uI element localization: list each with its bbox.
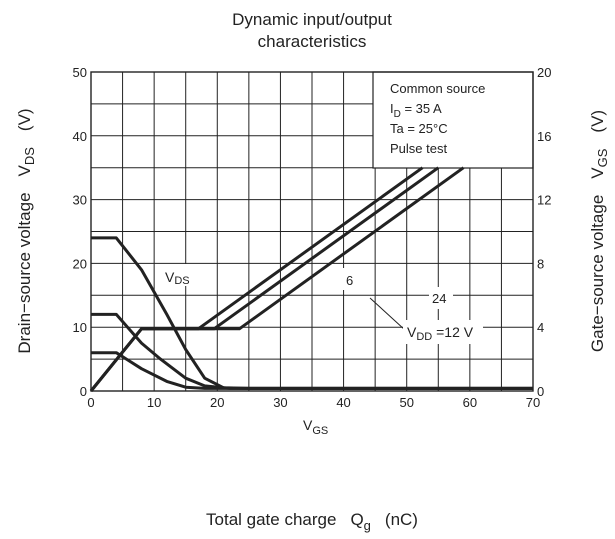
- chart-title-line-2: characteristics: [258, 32, 367, 51]
- right-tick-label: 8: [537, 256, 544, 271]
- vgs-label-bg: [297, 411, 347, 433]
- vds-label-bg: [158, 264, 206, 286]
- left-tick-label: 30: [73, 193, 87, 208]
- conditions-line-3: Ta = 25°C: [390, 121, 448, 136]
- six-label-bg: [342, 268, 364, 290]
- x-tick-labels: 0 10 20 30 40 50 60 70: [87, 395, 540, 410]
- x-tick-label: 50: [399, 395, 413, 410]
- vgs-curve-3: [89, 166, 424, 392]
- x-tick-label: 20: [210, 395, 224, 410]
- conditions-line-4: Pulse test: [390, 141, 447, 156]
- left-tick-label: 20: [73, 256, 87, 271]
- chart-title-line-1: Dynamic input/output: [232, 10, 392, 29]
- vds-curve-label: VDS: [165, 269, 190, 287]
- left-tick-labels: 0 10 20 30 40 50: [73, 65, 87, 399]
- curves: [89, 166, 533, 392]
- left-tick-label: 40: [73, 129, 87, 144]
- vds-curve-2: [91, 351, 533, 390]
- x-tick-label: 60: [463, 395, 477, 410]
- six-label: 6: [346, 273, 353, 288]
- conditions-box: [372, 71, 534, 169]
- x-axis-title: Total gate charge Qg (nC): [206, 510, 418, 533]
- x-tick-label: 10: [147, 395, 161, 410]
- right-tick-label: 4: [537, 320, 544, 335]
- x-tick-label: 70: [526, 395, 540, 410]
- vdd-leader-line: [369, 297, 406, 331]
- vdd-label-bg: [403, 320, 483, 344]
- x-tick-label: 0: [87, 395, 94, 410]
- twentyfour-label: 24: [432, 291, 446, 306]
- conditions-line-2: ID = 35 A: [390, 101, 442, 120]
- x-tick-label: 40: [336, 395, 350, 410]
- right-tick-label: 12: [537, 193, 551, 208]
- left-tick-label: 0: [80, 384, 87, 399]
- vgs-curve-5: [89, 166, 465, 392]
- right-tick-label: 0: [537, 384, 544, 399]
- right-tick-label: 16: [537, 129, 551, 144]
- right-tick-labels: 0 4 8 12 16 20: [537, 65, 551, 399]
- right-tick-label: 20: [537, 65, 551, 80]
- x-tick-label: 30: [273, 395, 287, 410]
- twentyfour-label-bg: [429, 287, 453, 309]
- left-tick-label: 10: [73, 320, 87, 335]
- left-tick-label: 50: [73, 65, 87, 80]
- plot-frame: [90, 71, 534, 392]
- vgs-curve-label: VGS: [303, 417, 328, 437]
- vdd-curve-label: VDD =12 V: [407, 324, 474, 343]
- right-axis-title: Gate−source voltageVGS(V): [588, 110, 610, 352]
- left-axis-title: Drain−source voltageVDS(V): [15, 108, 37, 353]
- conditions-line-1: Common source: [390, 81, 485, 96]
